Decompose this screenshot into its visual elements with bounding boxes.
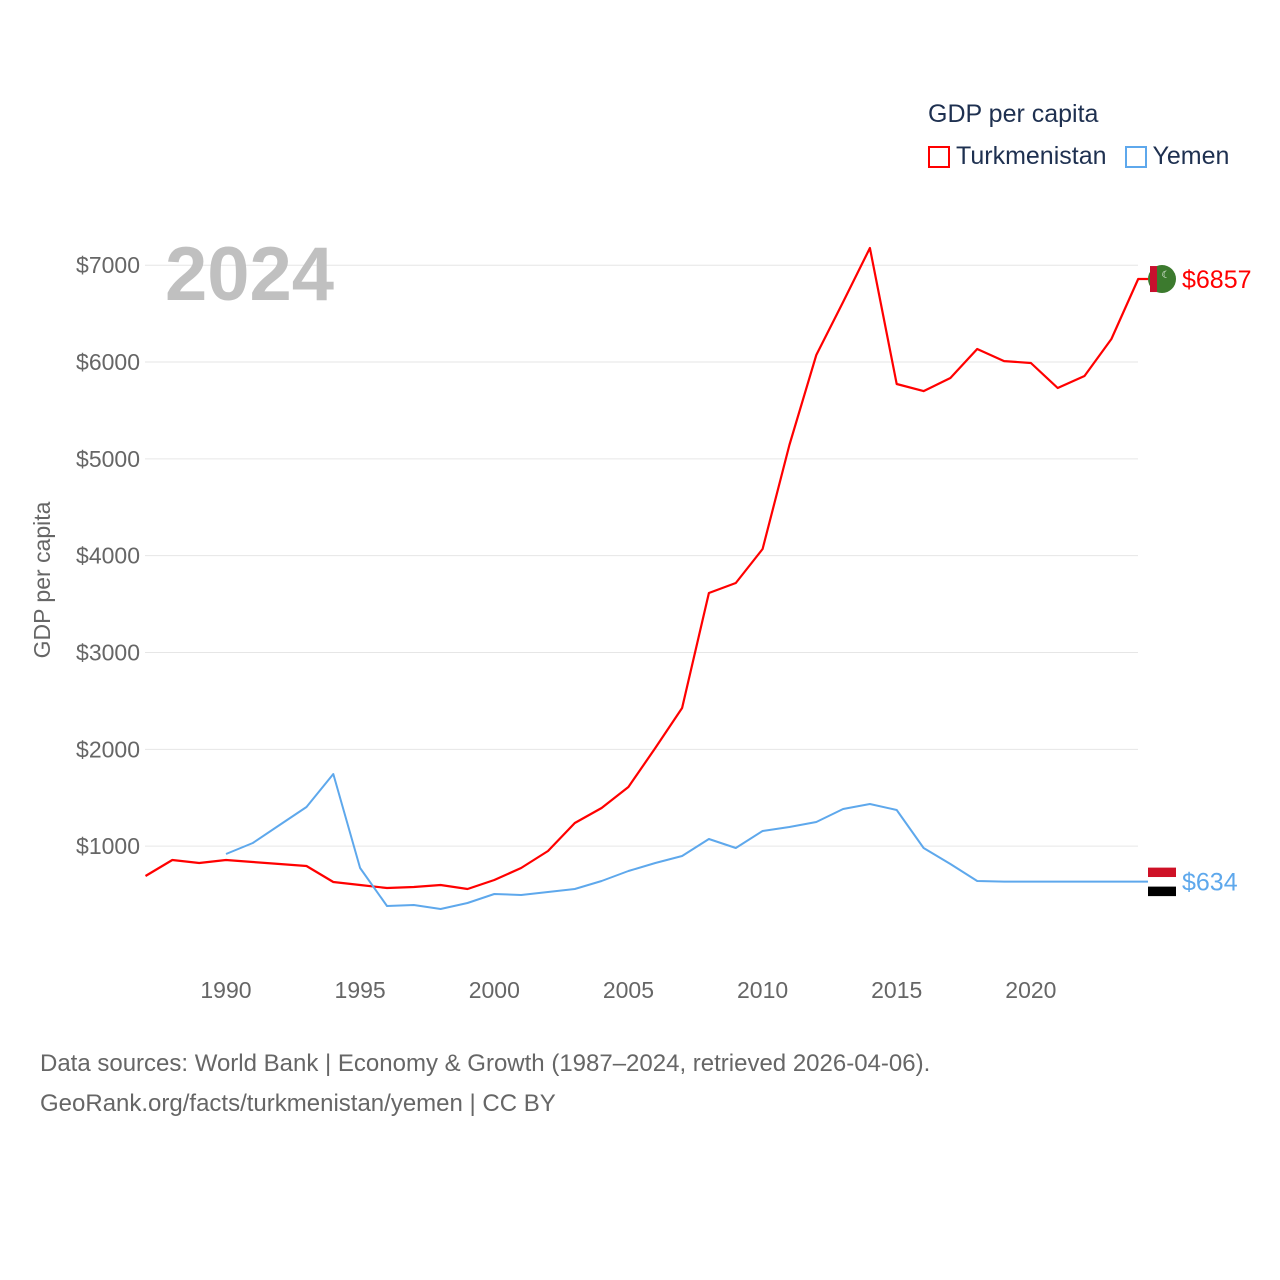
x-tick-label: 1995 — [335, 977, 386, 1003]
y-tick-label: $7000 — [76, 252, 140, 278]
legend-item-yemen[interactable]: Yemen — [1124, 142, 1230, 171]
y-tick-label: $1000 — [76, 833, 140, 859]
y-tick-label: $6000 — [76, 349, 140, 375]
y-axis-label: GDP per capita — [29, 501, 55, 658]
y-tick-label: $5000 — [76, 446, 140, 472]
x-tick-label: 2005 — [603, 977, 654, 1003]
crescent-icon: ☾ — [1162, 270, 1171, 281]
end-value-label: $6857 — [1182, 266, 1252, 294]
y-tick-label: $2000 — [76, 736, 140, 762]
footer: Data sources: World Bank | Economy & Gro… — [40, 1044, 930, 1124]
yemen-flag-stripe — [1148, 877, 1176, 887]
legend: Turkmenistan Yemen — [928, 142, 1229, 171]
x-tick-label: 2000 — [469, 977, 520, 1003]
legend-swatch-icon — [928, 145, 950, 168]
series-line-yemen — [225, 773, 1148, 910]
legend-swatch-icon — [1124, 145, 1147, 168]
yemen-flag-icon — [1148, 867, 1176, 878]
source-link[interactable]: GeoRank.org/facts/turkmenistan/yemen | C… — [40, 1090, 556, 1117]
year-label: 2024 — [165, 232, 334, 317]
turkmenistan-flag-stripe — [1150, 266, 1157, 293]
x-tick-label: 2010 — [737, 977, 788, 1003]
yemen-flag-stripe — [1148, 886, 1176, 897]
legend-label: Yemen — [1152, 142, 1230, 170]
legend-label: Turkmenistan — [956, 142, 1107, 170]
legend-item-turkmenistan[interactable]: Turkmenistan — [928, 142, 1107, 171]
y-tick-label: $4000 — [76, 543, 140, 569]
y-tick-label: $3000 — [76, 640, 140, 666]
x-tick-label: 2015 — [871, 977, 922, 1003]
legend-title: GDP per capita — [928, 100, 1099, 128]
end-value-label: $634 — [1182, 869, 1238, 897]
x-tick-label: 1990 — [200, 977, 251, 1003]
data-sources: Data sources: World Bank | Economy & Gro… — [40, 1050, 931, 1077]
series-line-turkmenistan — [144, 246, 1148, 891]
x-tick-label: 2020 — [1005, 977, 1056, 1003]
